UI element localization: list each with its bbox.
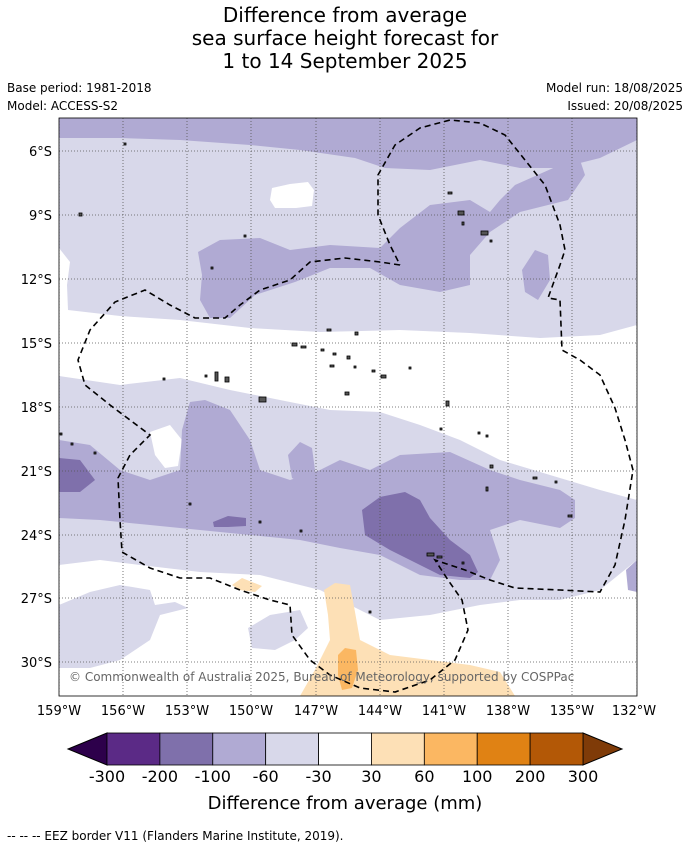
eez-border <box>77 119 634 693</box>
contour-north-mid-patch <box>522 250 550 300</box>
colorbar-tick-label: -100 <box>195 767 231 786</box>
contour-positive-small <box>232 578 262 592</box>
colorbar-tick-label: -60 <box>253 767 279 786</box>
contour-positive-mid <box>338 648 358 690</box>
colorbar-tick-label: 100 <box>462 767 493 786</box>
colorbar-tick-label: 30 <box>361 767 381 786</box>
colorbar-swatch <box>318 732 372 766</box>
title-line-2: sea surface height forecast for <box>191 26 499 50</box>
map-gridlines <box>59 118 637 696</box>
lon-label: 144°W <box>358 704 402 719</box>
lon-label: 135°W <box>550 704 594 719</box>
eez-note: -- -- -- EEZ border V11 (Flanders Marine… <box>7 829 344 843</box>
lon-label: 159°W <box>37 704 81 719</box>
lat-label: 21°S <box>21 465 52 480</box>
colorbar-swatch <box>371 732 425 766</box>
lon-label: 132°W <box>612 704 656 719</box>
issued-date: Issued: 20/08/2025 <box>567 99 683 113</box>
contour-central-mid-blob <box>288 442 315 485</box>
colorbar-tick-label: 60 <box>414 767 434 786</box>
colorbar-title: Difference from average (mm) <box>208 793 483 814</box>
contour-north-hole <box>270 182 314 208</box>
title-line-1: Difference from average <box>222 3 468 27</box>
meta-left: Base period: 1981-2018 Model: ACCESS-S2 <box>7 79 152 115</box>
colorbar-swatch <box>212 732 267 766</box>
map-area: © Commonwealth of Australia 2025, Bureau… <box>59 118 637 696</box>
colorbar-under-arrow <box>66 732 108 766</box>
contour-dark-west <box>59 458 95 492</box>
contour-dark-small <box>213 516 246 527</box>
contour-south-pale-mid <box>248 610 308 650</box>
colorbar-swatch <box>423 732 478 766</box>
colorbar: -300 -200 -100 -60 -30 30 60 100 200 300 <box>66 732 624 786</box>
lat-label: 27°S <box>21 592 52 607</box>
map-frame <box>58 117 638 697</box>
longitude-labels: 159°W 156°W 153°W 150°W 147°W 144°W 141°… <box>37 704 656 719</box>
islands <box>59 142 573 614</box>
lat-label: 9°S <box>29 209 52 224</box>
lon-label: 147°W <box>294 704 338 719</box>
chart-title: Difference from average sea surface heig… <box>0 4 690 73</box>
lat-label: 12°S <box>21 273 52 288</box>
colorbar-tick-label: -200 <box>142 767 178 786</box>
contour-east-mid-patch <box>626 560 637 592</box>
lon-label: 138°W <box>486 704 530 719</box>
contour-central-hole <box>150 425 182 468</box>
lon-label: 150°W <box>229 704 273 719</box>
contour-south-pale-west <box>59 585 188 668</box>
title-line-3: 1 to 14 September 2025 <box>222 49 468 73</box>
latitude-labels: 6°S 9°S 12°S 15°S 18°S 21°S 24°S 27°S 30… <box>21 145 52 671</box>
copyright-text: © Commonwealth of Australia 2025, Bureau… <box>69 670 574 684</box>
lat-label: 15°S <box>21 337 52 352</box>
lat-label: 24°S <box>21 529 52 544</box>
contour-north-mid-top <box>59 118 637 170</box>
colorbar-swatch <box>529 732 584 766</box>
colorbar-tick-label: -30 <box>305 767 331 786</box>
lon-label: 156°W <box>101 704 145 719</box>
lon-label: 153°W <box>165 704 209 719</box>
contour-north-mid-band <box>198 160 585 318</box>
colorbar-tick-label: 200 <box>515 767 546 786</box>
colorbar-swatch <box>159 732 214 766</box>
colorbar-tick-label: 300 <box>568 767 599 786</box>
colorbar-tick-label: -300 <box>89 767 125 786</box>
lon-label: 141°W <box>422 704 466 719</box>
base-period: Base period: 1981-2018 <box>7 81 152 95</box>
model-name: Model: ACCESS-S2 <box>7 99 119 113</box>
colorbar-swatch <box>476 732 531 766</box>
colorbar-swatch <box>106 732 161 766</box>
colorbar-swatch <box>265 732 319 766</box>
lat-label: 30°S <box>21 656 52 671</box>
lat-label: 18°S <box>21 401 52 416</box>
colorbar-over-arrow <box>582 732 624 766</box>
model-run: Model run: 18/08/2025 <box>545 81 683 95</box>
meta-right: Model run: 18/08/2025 Issued: 20/08/2025 <box>546 79 683 115</box>
lat-label: 6°S <box>29 145 52 160</box>
